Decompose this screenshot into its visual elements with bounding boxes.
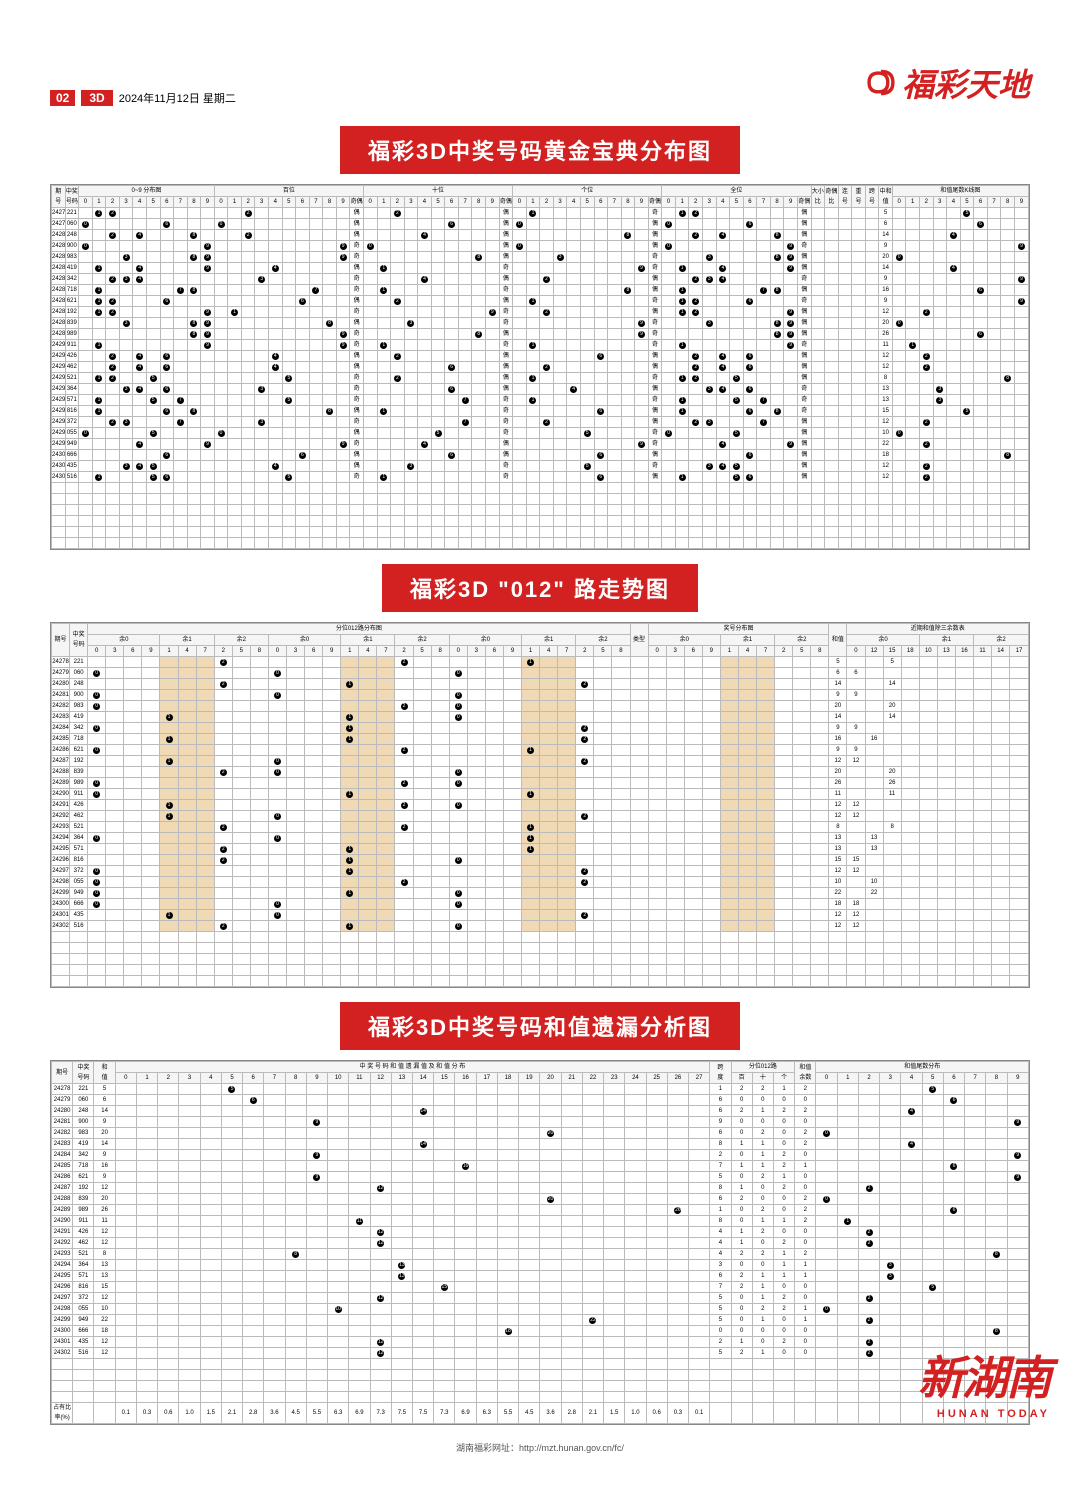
golden-distribution-table: 期号中奖号码0~9 分布图百位十位个位全位大小比奇偶比连号重号跨号中和值和值尾数… <box>51 185 1029 549</box>
watermark-cn: 新湖南 <box>918 1342 1050 1408</box>
header-left: 02 3D 2024年11月12日 星期二 <box>50 90 236 106</box>
section3-title: 福彩3D中奖号码和值遗漏分析图 <box>340 1002 740 1050</box>
footer-url: 湖南福彩网址：http://mzt.hunan.gov.cn/fc/ <box>50 1441 1030 1454</box>
watermark-en: HUNAN TODAY <box>918 1408 1050 1420</box>
publish-date: 2024年11月12日 星期二 <box>119 90 236 106</box>
brand-title: 福彩天地 <box>864 60 1030 106</box>
badge-3d: 3D <box>81 90 112 106</box>
sum-miss-table: 期号中奖号码和值中 奖 号 码 和 值 遗 漏 值 及 和 值 分 布跨度分位0… <box>51 1061 1029 1424</box>
section2-chart: 期号中奖号码分位012路分布图类型奖号分布图和值近期和值除三余数表余0余1余2余… <box>50 622 1030 988</box>
page-root: 02 3D 2024年11月12日 星期二 福彩天地 福彩3D中奖号码黄金宝典分… <box>0 0 1080 1494</box>
section3-chart: 期号中奖号码和值中 奖 号 码 和 值 遗 漏 值 及 和 值 分 布跨度分位0… <box>50 1060 1030 1425</box>
brand-logo-icon <box>864 68 898 98</box>
route012-table: 期号中奖号码分位012路分布图类型奖号分布图和值近期和值除三余数表余0余1余2余… <box>51 623 1029 987</box>
watermark: 新湖南 HUNAN TODAY <box>918 1342 1050 1420</box>
page-header: 02 3D 2024年11月12日 星期二 福彩天地 <box>50 60 1030 106</box>
brand-text: 福彩天地 <box>902 60 1030 106</box>
section1-chart: 期号中奖号码0~9 分布图百位十位个位全位大小比奇偶比连号重号跨号中和值和值尾数… <box>50 184 1030 550</box>
section2-title: 福彩3D "012" 路走势图 <box>382 564 698 612</box>
page-number: 02 <box>50 90 75 106</box>
section1-title: 福彩3D中奖号码黄金宝典分布图 <box>340 126 740 174</box>
